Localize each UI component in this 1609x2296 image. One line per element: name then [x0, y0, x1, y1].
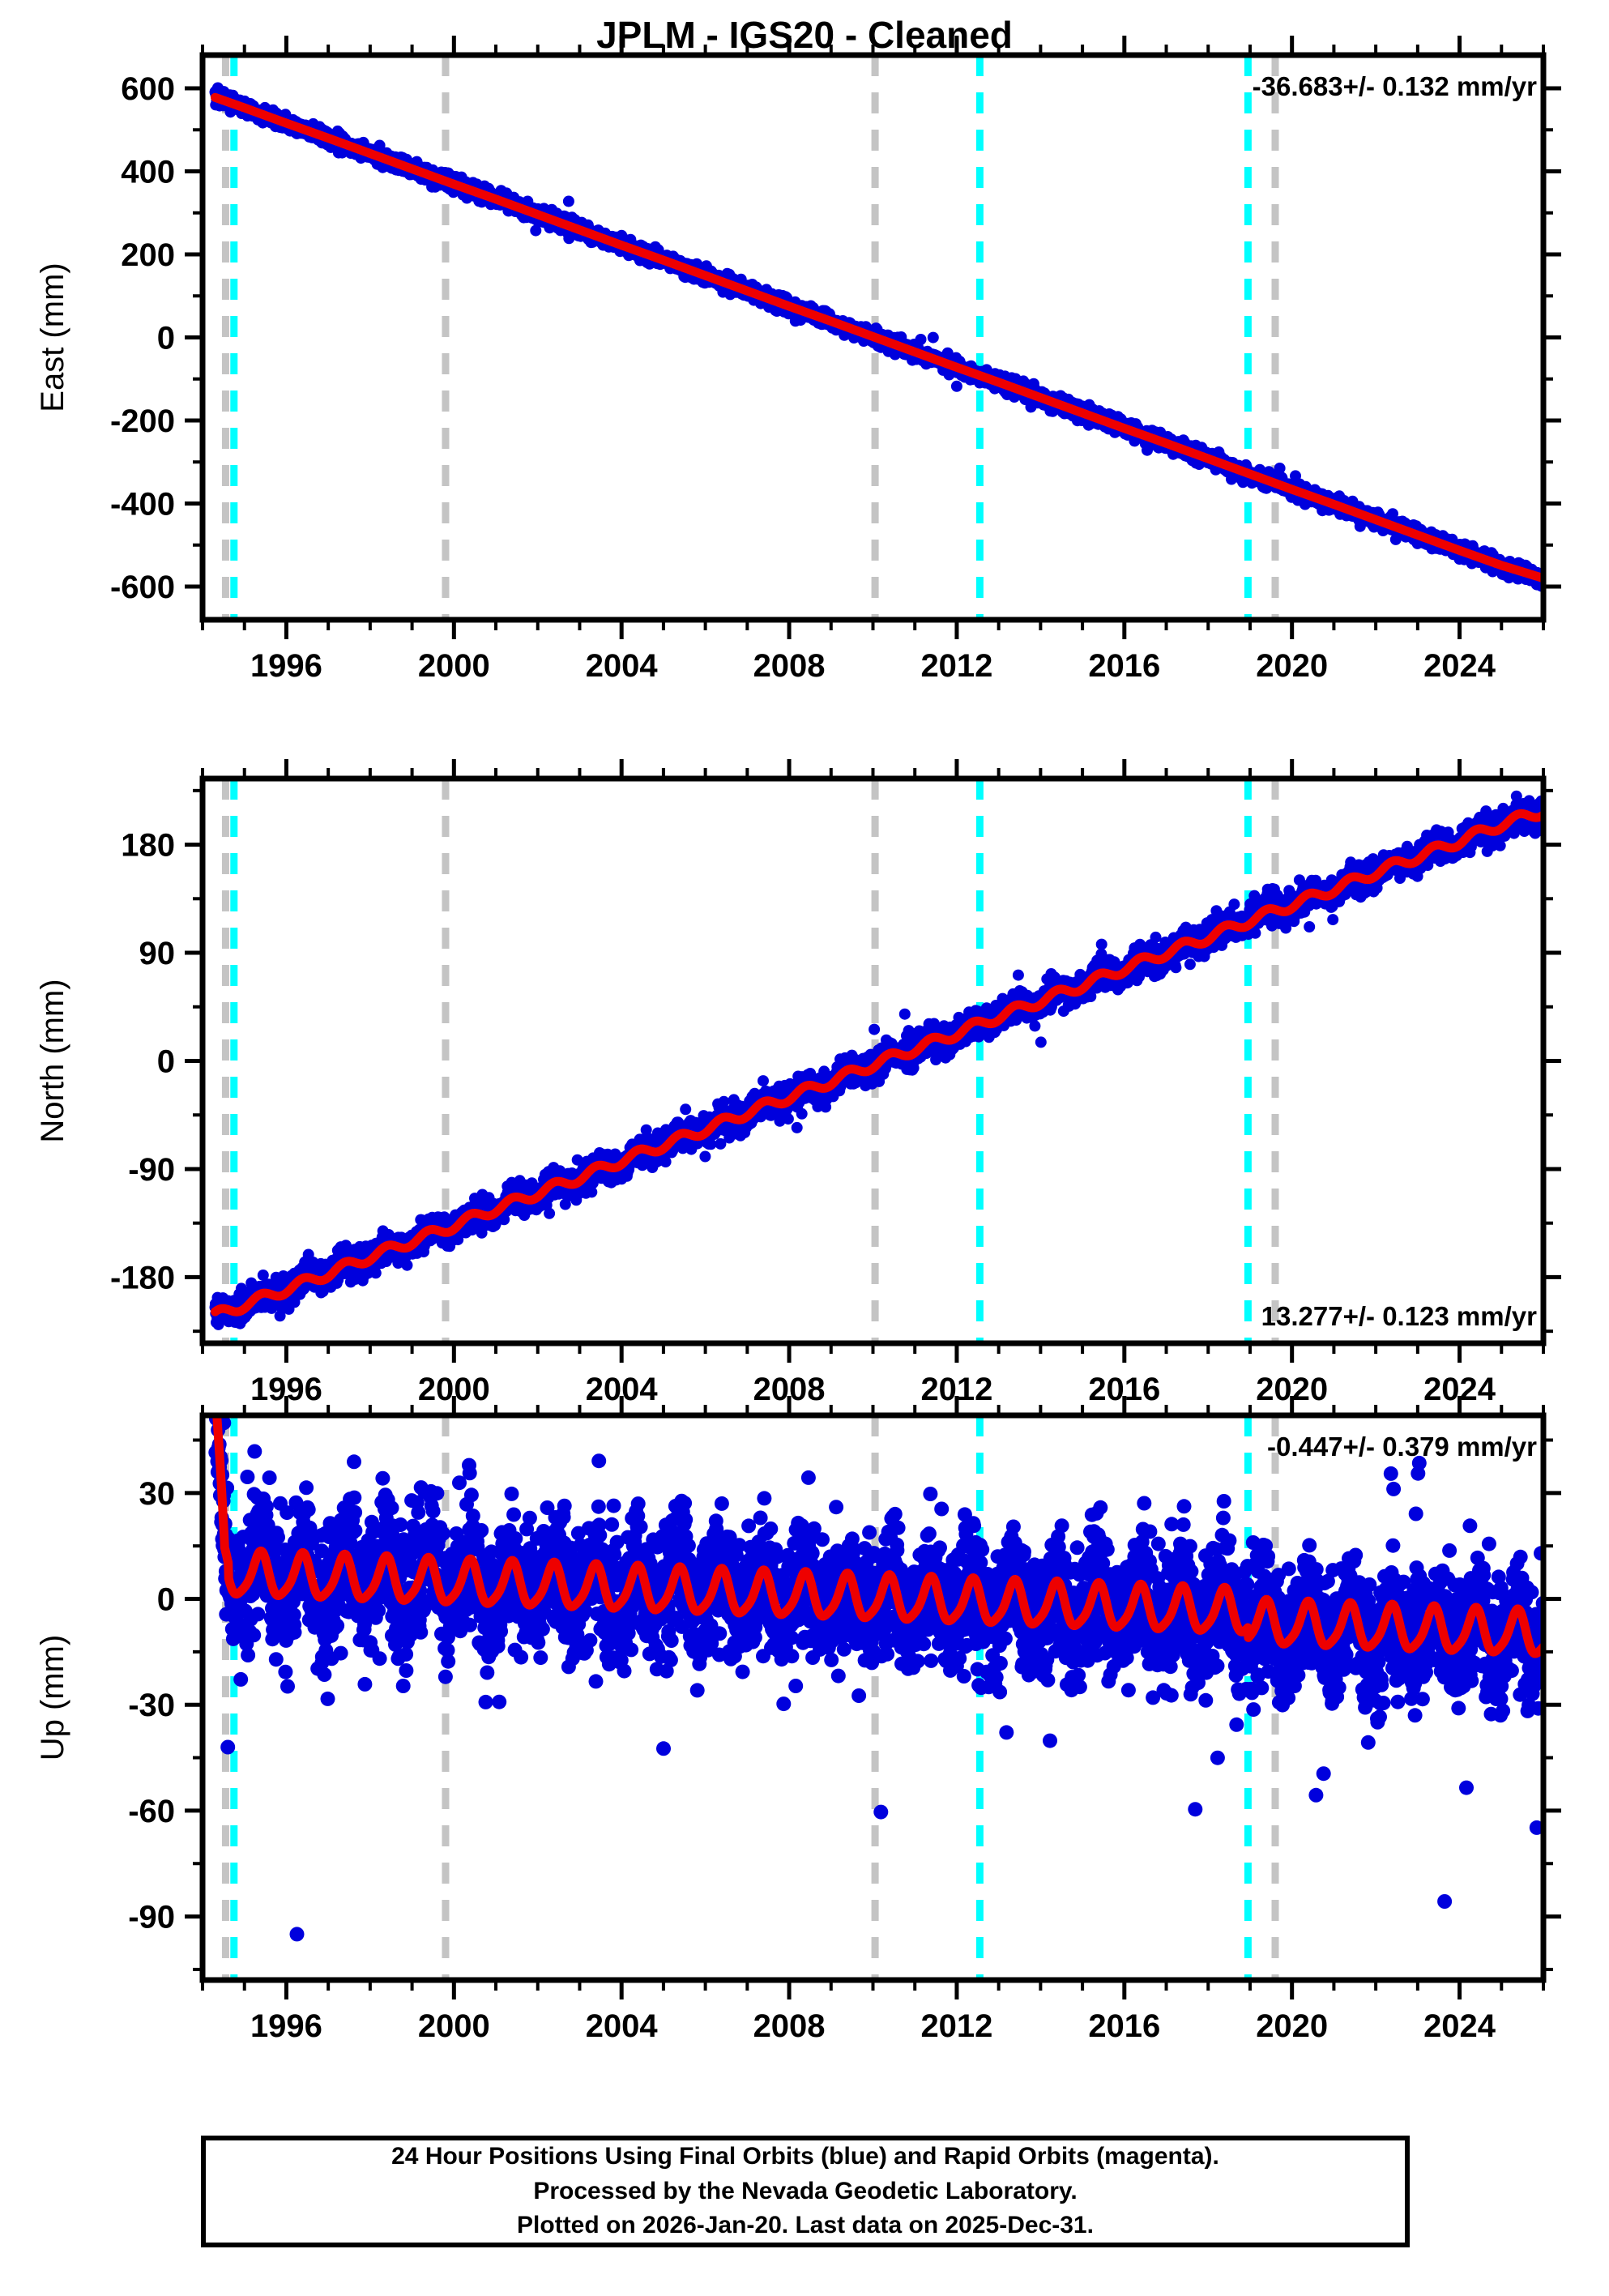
caption-box: 24 Hour Positions Using Final Orbits (bl… [201, 2136, 1410, 2247]
x-tick-label: 2000 [418, 648, 490, 684]
rate-annotation-east: -36.683+/- 0.132 mm/yr [1253, 71, 1537, 101]
data-points-up [208, 1415, 1543, 1942]
trajectory-model-north [211, 809, 1543, 1317]
x-tick-label: 2016 [1088, 648, 1160, 684]
y-tick-label: -400 [110, 487, 175, 523]
y-tick-label: 400 [121, 155, 175, 190]
x-tick-label: 2016 [1088, 2008, 1160, 2044]
x-tick-label: 1996 [250, 648, 322, 684]
y-tick-label: 600 [121, 71, 175, 107]
x-tick-label: 2012 [920, 648, 992, 684]
y-tick-label: 0 [157, 321, 175, 356]
plot-area-east [209, 55, 1543, 620]
x-tick-label: 2024 [1423, 648, 1496, 684]
panel-up: 30 0 -30 -60 -90 1996 2000 2004 2008 2012 2016 2020… [35, 1396, 1561, 2044]
caption-line-3: Plotted on 2026-Jan-20. Last data on 202… [517, 2212, 1094, 2239]
y-tick-label: 90 [139, 936, 176, 971]
y-tick-label: -180 [110, 1260, 175, 1295]
y-tick-label: 200 [121, 237, 175, 273]
plot-area-north [209, 779, 1543, 1343]
x-tick-label: 2008 [753, 2008, 826, 2044]
trajectory-model-east [211, 92, 1543, 583]
y-tick-label: -30 [128, 1688, 175, 1723]
caption-line-2: Processed by the Nevada Geodetic Laborat… [533, 2177, 1078, 2204]
y-axis-title-north: North (mm) [35, 979, 70, 1142]
x-tick-label: 2020 [1256, 648, 1328, 684]
y-axis-title-up: Up (mm) [35, 1635, 70, 1761]
y-tick-label: 30 [139, 1476, 176, 1512]
x-tick-label: 2000 [418, 2008, 490, 2044]
y-tick-label: -90 [128, 1152, 175, 1188]
y-tick-label: 180 [121, 828, 175, 864]
y-tick-label: 0 [157, 1044, 175, 1080]
y-tick-label: -60 [128, 1794, 175, 1829]
x-tick-label: 2004 [586, 2008, 659, 2044]
y-tick-label: -90 [128, 1900, 175, 1935]
x-tick-label: 2012 [920, 2008, 992, 2044]
x-tick-label: 2024 [1423, 2008, 1496, 2044]
plot-area-up [208, 1415, 1543, 1980]
y-axis-title-east: East (mm) [35, 262, 70, 412]
trajectory-model-up [212, 1415, 1543, 1658]
y-tick-label: 0 [157, 1582, 175, 1618]
y-tick-label: -600 [110, 570, 175, 605]
rate-annotation-north: 13.277+/- 0.123 mm/yr [1261, 1301, 1537, 1331]
caption-line-1: 24 Hour Positions Using Final Orbits (bl… [391, 2143, 1219, 2170]
x-tick-label: 2020 [1256, 2008, 1328, 2044]
y-tick-label: -200 [110, 403, 175, 439]
x-tick-label: 2004 [586, 648, 659, 684]
rate-annotation-up: -0.447+/- 0.379 mm/yr [1267, 1432, 1537, 1462]
page-title: JPLM - IGS20 - Cleaned [596, 14, 1013, 56]
x-tick-label: 1996 [250, 2008, 322, 2044]
x-tick-label: 2008 [753, 648, 826, 684]
